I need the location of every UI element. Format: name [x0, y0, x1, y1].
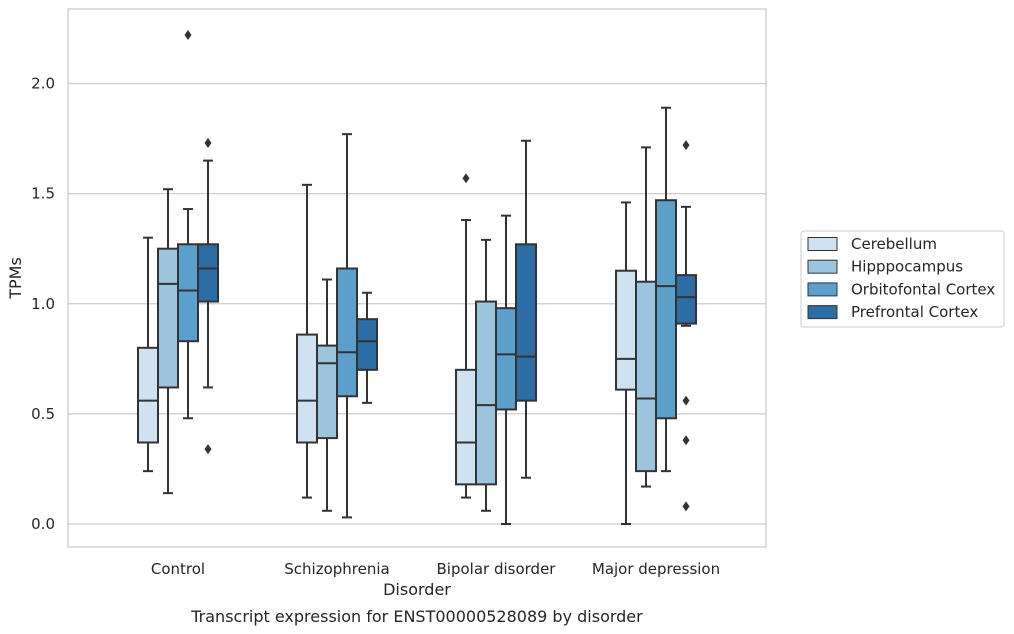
legend-swatch — [807, 259, 838, 274]
outlier-point — [204, 137, 212, 148]
legend-swatch — [807, 237, 838, 251]
legend: Cerebellum Hipppocampus Orbitofontal Corte… — [800, 230, 1005, 328]
outlier-point — [184, 30, 192, 41]
box-group — [197, 137, 219, 455]
iqr-box — [515, 243, 537, 402]
figure-caption: Transcript expression for ENST0000052808… — [190, 607, 643, 626]
outlier-point — [682, 395, 690, 406]
outlier-point — [682, 435, 690, 446]
x-tick-label: Control — [151, 560, 205, 578]
iqr-box — [356, 318, 378, 371]
box-group — [356, 291, 378, 404]
iqr-box — [177, 243, 199, 343]
iqr-box — [475, 300, 497, 486]
box-group — [177, 30, 199, 420]
box-group — [137, 236, 159, 473]
iqr-box — [675, 274, 697, 325]
box-group — [157, 188, 179, 495]
iqr-box — [316, 344, 338, 440]
x-tick-label: Major depression — [592, 560, 720, 578]
x-axis-ticks: Control Schizophrenia Bipolar disorder Majo… — [151, 560, 720, 578]
box-group — [495, 214, 517, 525]
plot-area-frame — [67, 8, 767, 548]
box-group — [655, 106, 677, 473]
legend-frame — [800, 230, 1005, 328]
y-tick-label: 0.5 — [31, 405, 55, 423]
y-axis-title: TPMs — [6, 257, 25, 300]
box-group — [336, 133, 358, 519]
iqr-box — [655, 199, 677, 420]
y-axis-ticks: 0.0 0.5 1.0 1.5 2.0 — [31, 75, 55, 534]
y-tick-label: 1.5 — [31, 185, 55, 203]
iqr-box — [455, 368, 477, 486]
legend-swatch — [807, 305, 838, 320]
legend-label: Prefrontal Cortex — [851, 303, 978, 321]
legend-label: Hipppocampus — [851, 258, 963, 276]
boxes-layer — [137, 30, 697, 525]
outlier-point — [682, 501, 690, 512]
box-group — [675, 140, 697, 512]
x-axis-title: Disorder — [383, 580, 451, 599]
iqr-box — [615, 269, 637, 391]
iqr-box — [635, 280, 657, 473]
iqr-box — [137, 346, 159, 444]
box-group — [475, 238, 497, 512]
outlier-point — [462, 173, 470, 184]
legend-label: Orbitofontal Cortex — [851, 280, 995, 298]
y-tick-label: 2.0 — [31, 75, 55, 93]
x-tick-label: Bipolar disorder — [437, 560, 557, 578]
y-tick-label: 0.0 — [31, 515, 55, 533]
box-group — [615, 201, 637, 525]
box-group — [515, 139, 537, 479]
outlier-point — [204, 444, 212, 455]
x-tick-label: Schizophrenia — [284, 560, 389, 578]
legend-swatch — [807, 282, 838, 297]
box-group — [635, 146, 657, 488]
box-group — [455, 173, 477, 499]
iqr-box — [296, 333, 318, 444]
box-group — [296, 183, 318, 499]
iqr-box — [157, 247, 179, 389]
iqr-box — [336, 267, 358, 398]
legend-label: Cerebellum — [851, 235, 937, 253]
iqr-box — [197, 243, 219, 303]
iqr-box — [495, 307, 517, 411]
outlier-point — [682, 140, 690, 151]
legend-items: Cerebellum Hipppocampus Orbitofontal Corte… — [807, 235, 995, 321]
box-group — [316, 278, 338, 512]
y-tick-label: 1.0 — [31, 295, 55, 313]
